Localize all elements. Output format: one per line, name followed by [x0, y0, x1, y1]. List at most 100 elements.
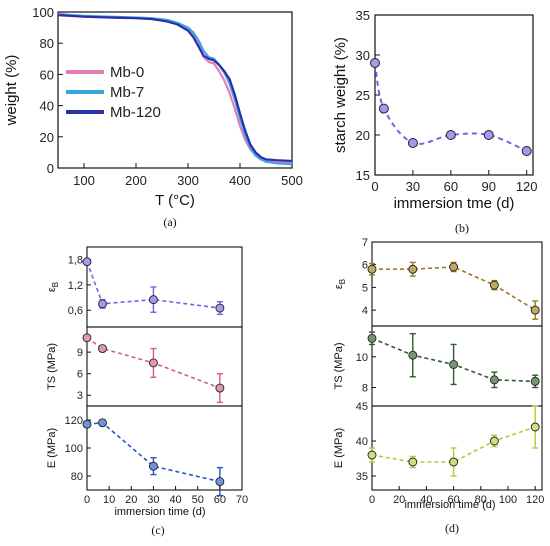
x-tick-label: 80: [475, 494, 487, 506]
panel-a-series-line-mb-120: [57, 14, 293, 163]
data-point: [530, 422, 540, 432]
panel-a-x-tick-label: 400: [229, 173, 251, 188]
data-point: [98, 418, 107, 428]
y-tick-label: 9: [77, 347, 83, 359]
subplot-frame: [86, 326, 243, 407]
data-point: [449, 457, 459, 467]
panel-a-y-tick-label: 40: [40, 99, 54, 114]
panel-b-y-tick-label: 20: [356, 128, 370, 143]
panel-b-y-tick-label: 30: [356, 48, 370, 63]
data-point: [530, 305, 540, 315]
data-point: [82, 419, 92, 429]
x-tick-label: 20: [393, 494, 405, 506]
data-point: [449, 262, 459, 272]
data-point: [98, 299, 107, 309]
data-point: [82, 257, 92, 267]
panel-d-label: (d): [445, 521, 459, 535]
x-tick-label: 70: [236, 494, 248, 506]
panel-c: 0,6 1,2 1,8 εB 3 6 9 TS (MPa) 80 100 120 E (MPa) 0 1…: [46, 246, 248, 537]
data-point: [215, 383, 225, 393]
panel-b-y-label: starch weight (%): [332, 37, 349, 153]
x-tick-label: 60: [214, 494, 226, 506]
panel-b-x-label: immersion tme (d): [394, 195, 515, 212]
trend-line: [86, 337, 221, 389]
panel-a-x-tick-label: 100: [73, 173, 95, 188]
y-tick-label: 10: [356, 352, 368, 364]
y-tick-label: 8: [362, 383, 368, 395]
panel-b-x-tick-label: 30: [406, 179, 420, 194]
y-tick-label: 80: [71, 471, 83, 483]
panel-b-y-tick-label: 25: [356, 88, 370, 103]
panel-b-x-tick-label: 90: [482, 179, 496, 194]
y-tick-label: 120: [65, 415, 83, 427]
panel-b-frame: [374, 14, 534, 176]
trend-line: [86, 261, 221, 309]
data-point: [408, 350, 418, 360]
y-axis-label: TS (MPa): [46, 343, 58, 390]
panel-c-subplot-2: 3 6 9 TS (MPa): [46, 326, 243, 407]
panel-b-y-tick-label: 35: [356, 8, 370, 23]
panel-a-label: (a): [163, 215, 176, 229]
x-tick-label: 10: [103, 494, 115, 506]
y-axis-label-subscript: B: [51, 282, 60, 287]
y-axis-label-symbol: ε: [333, 284, 345, 289]
panel-b-label: (b): [455, 221, 469, 235]
panel-a-x-tick-label: 300: [177, 173, 199, 188]
panel-a-x-tick-label: 200: [125, 173, 147, 188]
panel-a-legend: Mb-0 Mb-7 Mb-120: [66, 64, 161, 121]
y-tick-label: 6: [77, 369, 83, 381]
data-point: [148, 461, 158, 471]
subplot-frame: [371, 405, 543, 491]
panel-a-x-label: T (°C): [155, 192, 195, 209]
panel-a-frame: [57, 11, 293, 169]
legend-label: Mb-0: [110, 64, 144, 81]
y-tick-label: 7: [362, 237, 368, 249]
panel-b-data-point: [445, 130, 456, 140]
panel-b: 0 30 60 90 120 15 20 25 30 35 immersion tme (d) s…: [332, 8, 538, 235]
panel-a-y-tick-label: 60: [40, 67, 54, 82]
panel-c-subplot-1: 0,6 1,2 1,8 εB: [46, 246, 243, 328]
x-tick-label: 0: [84, 494, 90, 506]
y-axis-label: TS (MPa): [333, 342, 345, 389]
data-point: [367, 450, 377, 460]
data-point: [408, 264, 418, 274]
legend-label: Mb-120: [110, 104, 161, 121]
data-point: [367, 264, 377, 274]
x-tick-label: 120: [526, 494, 544, 506]
data-point: [98, 344, 107, 353]
panel-d-subplot-1: 4 5 6 7 εB: [333, 237, 543, 327]
y-tick-label: 1,2: [68, 280, 83, 292]
y-tick-label: 40: [356, 436, 368, 448]
x-tick-label: 20: [125, 494, 137, 506]
y-axis-label: E (MPa): [333, 428, 345, 468]
y-axis-label-subscript: B: [338, 279, 347, 284]
x-tick-label: 40: [169, 494, 181, 506]
y-tick-label: 6: [362, 260, 368, 272]
data-point: [530, 376, 540, 386]
x-tick-label: 0: [369, 494, 375, 506]
panel-b-x-tick-label: 120: [516, 179, 538, 194]
panel-c-subplot-3: 80 100 120 E (MPa): [46, 405, 243, 497]
y-tick-label: 5: [362, 282, 368, 294]
panel-b-y-tick-label: 15: [356, 168, 370, 183]
y-tick-label: 3: [77, 390, 83, 402]
panel-a-y-tick-label: 0: [47, 161, 54, 176]
y-axis-label: E (MPa): [46, 428, 58, 468]
y-tick-label: 0,6: [68, 305, 83, 317]
subplot-frame: [371, 241, 543, 327]
y-tick-label: 4: [362, 305, 368, 317]
x-tick-label: 50: [192, 494, 204, 506]
y-tick-label: 45: [356, 401, 368, 413]
trend-line: [372, 266, 536, 311]
data-point: [408, 457, 418, 467]
panel-b-data-point: [378, 103, 389, 114]
panel-d-subplot-3: 35 40 45 E (MPa): [333, 401, 543, 491]
data-point: [449, 360, 459, 369]
panel-a-y-tick-label: 20: [40, 130, 54, 145]
data-point: [148, 358, 158, 368]
legend-label: Mb-7: [110, 84, 144, 101]
trend-line: [371, 426, 536, 463]
panel-b-data-point: [483, 130, 494, 140]
